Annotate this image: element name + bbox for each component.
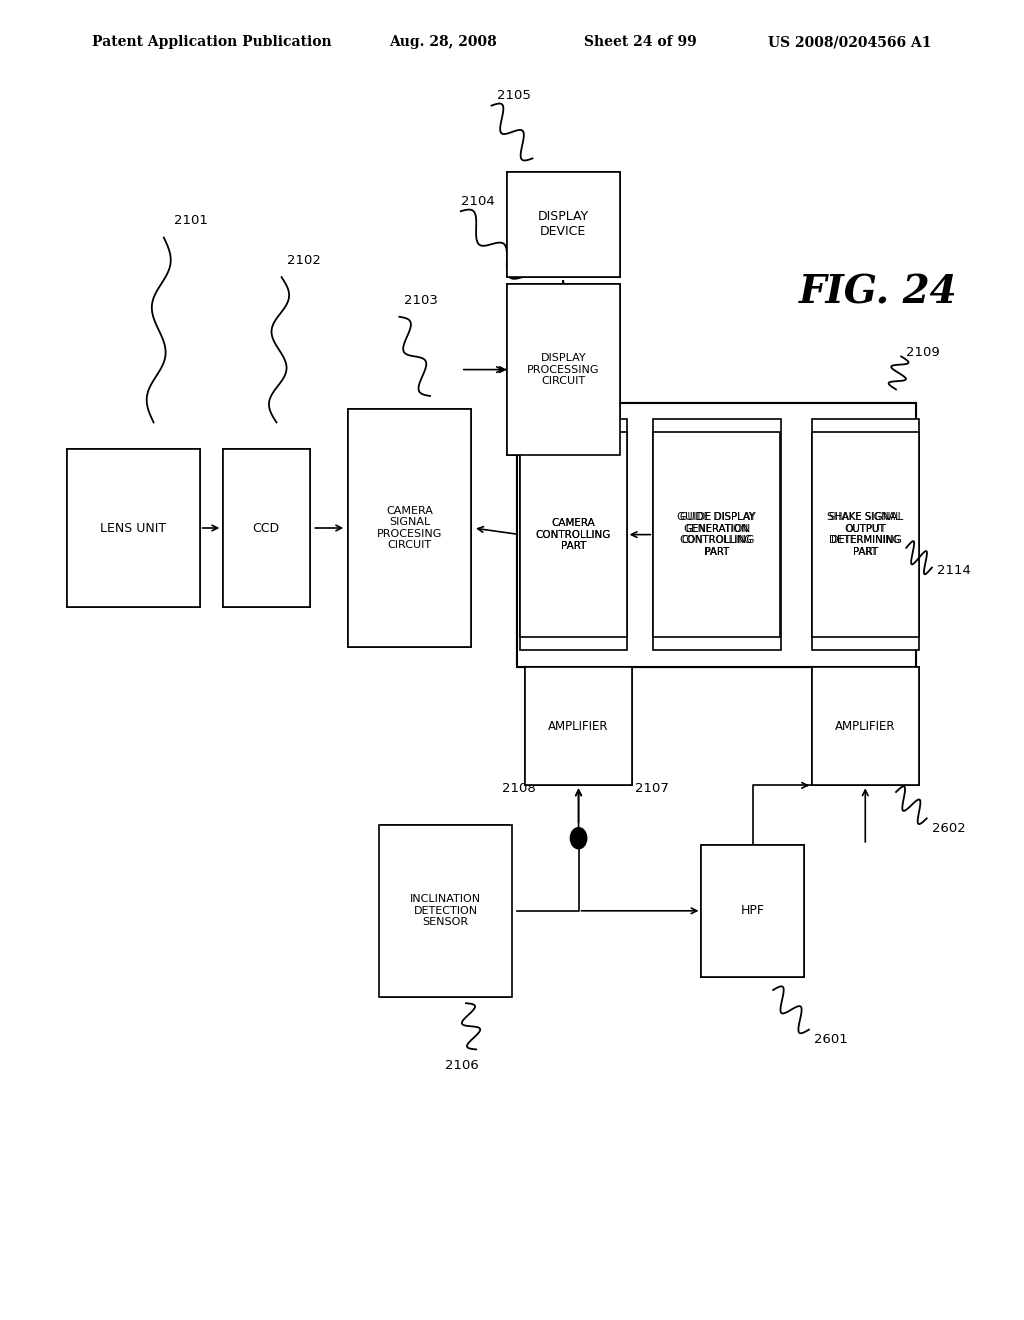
FancyBboxPatch shape [811, 667, 920, 785]
Text: 2105: 2105 [497, 88, 530, 102]
FancyBboxPatch shape [812, 667, 919, 785]
Text: US 2008/0204566 A1: US 2008/0204566 A1 [768, 36, 932, 49]
Text: HPF: HPF [740, 904, 765, 917]
FancyBboxPatch shape [67, 449, 200, 607]
Text: DISPLAY
PROCESSING
CIRCUIT: DISPLAY PROCESSING CIRCUIT [527, 352, 599, 387]
Text: Sheet 24 of 99: Sheet 24 of 99 [584, 36, 696, 49]
FancyBboxPatch shape [812, 433, 919, 638]
Text: 2114: 2114 [937, 564, 971, 577]
FancyBboxPatch shape [379, 825, 512, 997]
Text: DISPLAY
DEVICE: DISPLAY DEVICE [538, 210, 589, 239]
Text: 2108: 2108 [502, 781, 536, 795]
Text: FIG. 24: FIG. 24 [799, 273, 957, 312]
Text: 2103: 2103 [404, 293, 438, 306]
FancyBboxPatch shape [223, 449, 309, 607]
Text: SHAKE SIGNAL
OUTPUT
DETERMINING
PART: SHAKE SIGNAL OUTPUT DETERMINING PART [827, 512, 903, 557]
FancyBboxPatch shape [348, 409, 471, 647]
Text: GUIDE DISPLAY
GENERATION
CONTROLLING
PART: GUIDE DISPLAY GENERATION CONTROLLING PAR… [680, 512, 754, 557]
Text: 2104: 2104 [461, 194, 495, 207]
Text: Patent Application Publication: Patent Application Publication [92, 36, 332, 49]
Text: INCLINATION
DETECTION
SENSOR: INCLINATION DETECTION SENSOR [410, 894, 481, 928]
FancyBboxPatch shape [348, 409, 471, 647]
Text: LENS UNIT: LENS UNIT [100, 521, 166, 535]
Text: GUIDE DISPLAY
GENERATION
CONTROLLING
PART: GUIDE DISPLAY GENERATION CONTROLLING PAR… [677, 512, 757, 557]
FancyBboxPatch shape [517, 403, 916, 667]
FancyBboxPatch shape [520, 420, 627, 651]
Text: SHAKE SIGNAL
OUTPUT
DETERMINING
PART: SHAKE SIGNAL OUTPUT DETERMINING PART [829, 512, 901, 557]
Text: CCD: CCD [253, 521, 280, 535]
FancyBboxPatch shape [67, 449, 200, 607]
Text: AMPLIFIER: AMPLIFIER [835, 719, 896, 733]
Text: CCD: CCD [253, 521, 280, 535]
Text: 2109: 2109 [906, 346, 940, 359]
FancyBboxPatch shape [525, 667, 632, 785]
Text: CAMERA
CONTROLLING
PART: CAMERA CONTROLLING PART [536, 517, 611, 552]
Text: DISPLAY
PROCESSING
CIRCUIT: DISPLAY PROCESSING CIRCUIT [527, 352, 599, 387]
Text: Aug. 28, 2008: Aug. 28, 2008 [389, 36, 497, 49]
FancyBboxPatch shape [507, 172, 620, 277]
FancyBboxPatch shape [223, 449, 309, 607]
Text: CAMERA
CONTROLLING
PART: CAMERA CONTROLLING PART [536, 517, 611, 552]
FancyBboxPatch shape [507, 284, 620, 455]
Text: DISPLAY
DEVICE: DISPLAY DEVICE [538, 210, 589, 239]
FancyBboxPatch shape [507, 284, 620, 455]
FancyBboxPatch shape [381, 825, 510, 997]
Text: AMPLIFIER: AMPLIFIER [835, 719, 896, 733]
Text: CAMERA
SIGNAL
PROCESING
CIRCUIT: CAMERA SIGNAL PROCESING CIRCUIT [377, 506, 442, 550]
Text: CAMERA
SIGNAL
PROCESING
CIRCUIT: CAMERA SIGNAL PROCESING CIRCUIT [377, 506, 442, 550]
Text: 2101: 2101 [174, 214, 208, 227]
FancyBboxPatch shape [520, 433, 627, 638]
Text: 2110: 2110 [568, 372, 602, 385]
FancyBboxPatch shape [653, 420, 780, 651]
Text: 2102: 2102 [287, 253, 321, 267]
Text: AMPLIFIER: AMPLIFIER [548, 719, 609, 733]
Text: AMPLIFIER: AMPLIFIER [548, 719, 609, 733]
FancyBboxPatch shape [701, 845, 804, 977]
Text: LENS UNIT: LENS UNIT [100, 521, 166, 535]
FancyBboxPatch shape [524, 667, 632, 785]
Text: HPF: HPF [740, 904, 765, 917]
Text: INCLINATION
DETECTION
SENSOR: INCLINATION DETECTION SENSOR [410, 894, 481, 928]
Text: 2107: 2107 [635, 781, 669, 795]
FancyBboxPatch shape [517, 403, 916, 667]
Text: 2106: 2106 [445, 1059, 479, 1072]
FancyBboxPatch shape [811, 420, 920, 651]
FancyBboxPatch shape [701, 845, 804, 977]
Circle shape [570, 828, 587, 849]
Text: 2601: 2601 [814, 1032, 848, 1045]
FancyBboxPatch shape [507, 172, 620, 277]
Text: 2602: 2602 [932, 821, 966, 834]
FancyBboxPatch shape [653, 433, 780, 638]
